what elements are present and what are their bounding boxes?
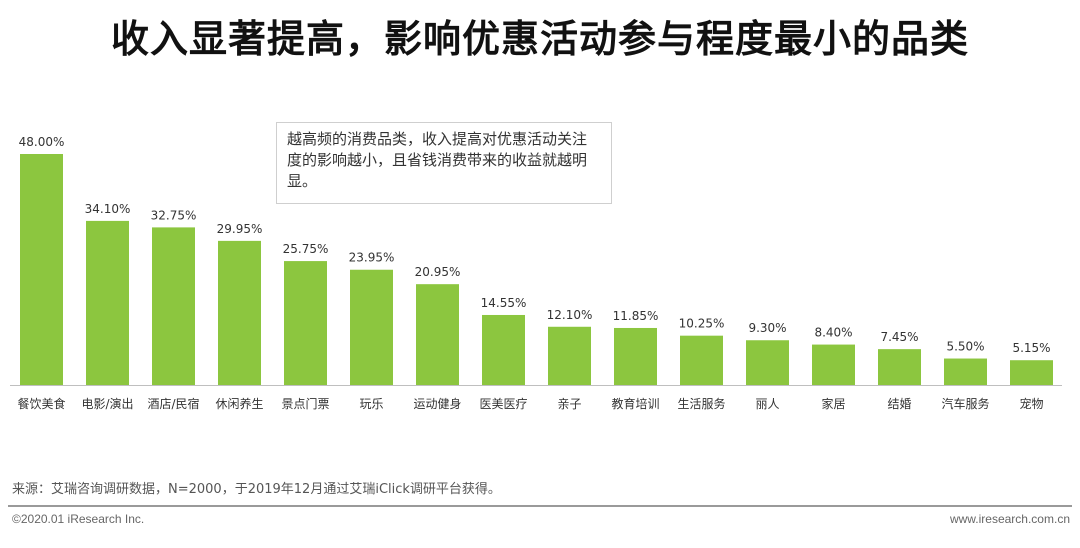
category-label: 酒店/民宿 [147,396,199,411]
data-label: 25.75% [283,242,329,256]
bar [86,220,129,385]
category-label: 丽人 [755,397,779,411]
category-label: 休闲养生 [215,396,263,411]
data-label: 10.25% [679,317,725,331]
category-label: 生活服务 [677,396,725,411]
category-label: 家居 [821,396,845,411]
data-label: 32.75% [151,208,197,222]
footer-divider [8,505,1072,507]
category-label: 景点门票 [281,396,329,411]
category-label: 玩乐 [359,397,383,411]
bar [152,227,195,385]
annotation-box: 越高频的消费品类，收入提高对优惠活动关注度的影响越小，且省钱消费带来的收益就越明… [276,122,612,204]
bar [614,327,657,385]
category-label: 餐饮美食 [17,396,65,411]
bar [680,335,723,385]
category-label: 运动健身 [413,396,461,411]
category-label: 结婚 [887,397,911,411]
bar [20,154,63,385]
bar [878,349,921,385]
data-label: 29.95% [217,222,263,236]
page-title: 收入显著提高，影响优惠活动参与程度最小的品类 [110,17,969,61]
source-note: 来源：艾瑞咨询调研数据，N=2000，于2019年12月通过艾瑞iClick调研… [12,482,501,497]
data-label: 48.00% [19,135,65,149]
copyright-text: ©2020.01 iResearch Inc. [12,512,145,526]
data-label: 11.85% [613,309,659,323]
data-label: 8.40% [814,326,852,340]
data-label: 14.55% [481,296,527,310]
data-label: 9.30% [748,321,786,335]
bar [1010,360,1053,385]
category-label: 教育培训 [611,396,659,411]
bar [746,340,789,385]
bar [284,261,327,385]
bar [482,314,525,385]
bar [944,358,987,385]
category-label: 亲子 [557,397,581,411]
category-label: 汽车服务 [941,396,989,411]
data-label: 20.95% [415,265,461,279]
bar [218,240,261,385]
data-label: 12.10% [547,308,593,322]
bar [350,269,393,385]
data-label: 23.95% [349,251,395,265]
website-text: www.iresearch.com.cn [949,512,1070,526]
category-label: 电影/演出 [81,396,133,411]
category-label: 宠物 [1019,396,1043,411]
bar [416,284,459,385]
data-label: 5.50% [946,340,984,354]
data-label: 5.15% [1012,341,1050,355]
data-label: 7.45% [880,330,918,344]
bar [548,326,591,385]
data-label: 34.10% [85,202,131,216]
category-label: 医美医疗 [479,397,527,411]
bar [812,344,855,385]
